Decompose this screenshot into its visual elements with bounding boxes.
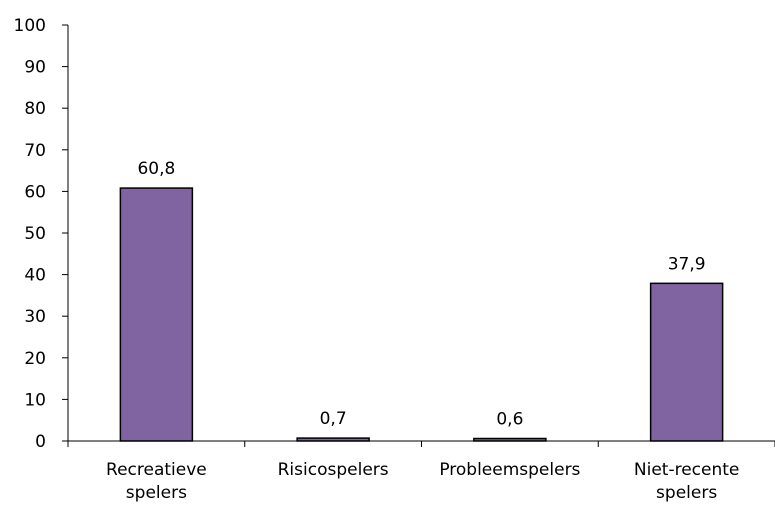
bars xyxy=(119,187,724,442)
bar xyxy=(119,187,194,442)
data-label: 0,6 xyxy=(496,410,523,430)
y-tick-label: 90 xyxy=(24,58,46,78)
bar xyxy=(296,437,370,442)
y-tick-label: 10 xyxy=(24,390,46,410)
y-tick-label: 60 xyxy=(24,182,46,202)
y-tick-label: 70 xyxy=(24,141,46,161)
y-tick-label: 40 xyxy=(24,266,46,286)
y-tick-label: 20 xyxy=(24,349,46,369)
category-label: Niet-recente spelers xyxy=(634,460,739,503)
category-label: Risicospelers xyxy=(278,460,389,480)
y-axis: 0 10 20 30 40 50 60 70 80 90 100 xyxy=(14,16,69,452)
y-tick-label: 0 xyxy=(35,432,46,452)
data-labels: 60,8 0,7 0,6 37,9 xyxy=(137,159,705,429)
data-label: 0,7 xyxy=(320,409,347,429)
y-tick-label: 80 xyxy=(24,99,46,119)
data-label: 37,9 xyxy=(668,254,706,274)
category-label: Recreatieve spelers xyxy=(106,460,207,503)
y-tick-label: 50 xyxy=(24,224,46,244)
y-tick-label: 100 xyxy=(14,16,46,36)
data-label: 60,8 xyxy=(137,159,175,179)
x-axis: Recreatieve spelers Risicospelers Probleems… xyxy=(67,440,775,503)
category-label: Probleemspelers xyxy=(439,460,580,480)
bar xyxy=(649,282,724,442)
bar xyxy=(473,437,547,442)
y-tick-label: 30 xyxy=(24,307,46,327)
